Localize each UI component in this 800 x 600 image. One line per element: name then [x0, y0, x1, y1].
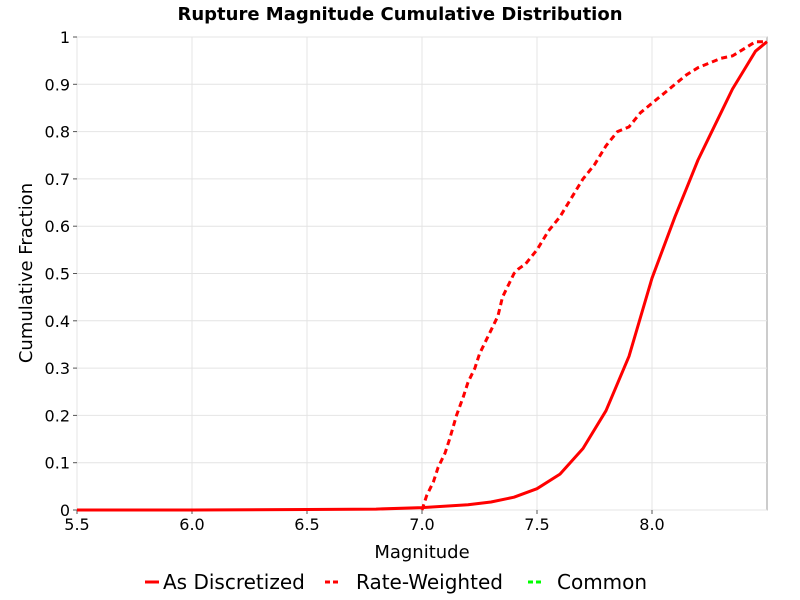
x-tick-label: 6.5: [294, 515, 319, 534]
legend-label: Rate-Weighted: [356, 570, 503, 594]
y-tick-label: 0.9: [45, 75, 70, 94]
legend-label: Common: [557, 570, 647, 594]
x-tick-label: 5.5: [64, 515, 89, 534]
y-axis-label: Cumulative Fraction: [16, 183, 37, 363]
x-tick-label: 8.0: [639, 515, 664, 534]
legend-label: As Discretized: [163, 570, 305, 594]
chart-title: Rupture Magnitude Cumulative Distributio…: [177, 4, 622, 25]
y-tick-label: 0.6: [45, 217, 70, 236]
y-tick-label: 0.1: [45, 454, 70, 473]
x-tick-label: 7.5: [524, 515, 549, 534]
legend: As Discretized Rate-Weighted Common: [145, 570, 647, 594]
x-axis-label: Magnitude: [374, 542, 469, 563]
y-tick-label: 1: [60, 28, 70, 47]
series-layer: [77, 40, 768, 512]
y-tick-label: 0.5: [45, 265, 70, 284]
x-tick-label: 6.0: [179, 515, 204, 534]
series-line-rate-weighted: [420, 40, 767, 511]
y-axis-ticks: 0 0.1 0.2 0.3 0.4 0.5 0.6 0.7 0.8 0.9 1: [45, 28, 77, 520]
y-tick-label: 0.2: [45, 406, 70, 425]
y-tick-label: 0.3: [45, 359, 70, 378]
x-axis-ticks: 5.5 6.0 6.5 7.0 7.5 8.0: [64, 510, 665, 534]
y-tick-label: 0: [60, 501, 70, 520]
series-line-as-discretized: [77, 40, 768, 512]
y-tick-label: 0.4: [45, 312, 70, 331]
x-tick-label: 7.0: [409, 515, 434, 534]
y-tick-label: 0.7: [45, 170, 70, 189]
y-tick-label: 0.8: [45, 123, 70, 142]
